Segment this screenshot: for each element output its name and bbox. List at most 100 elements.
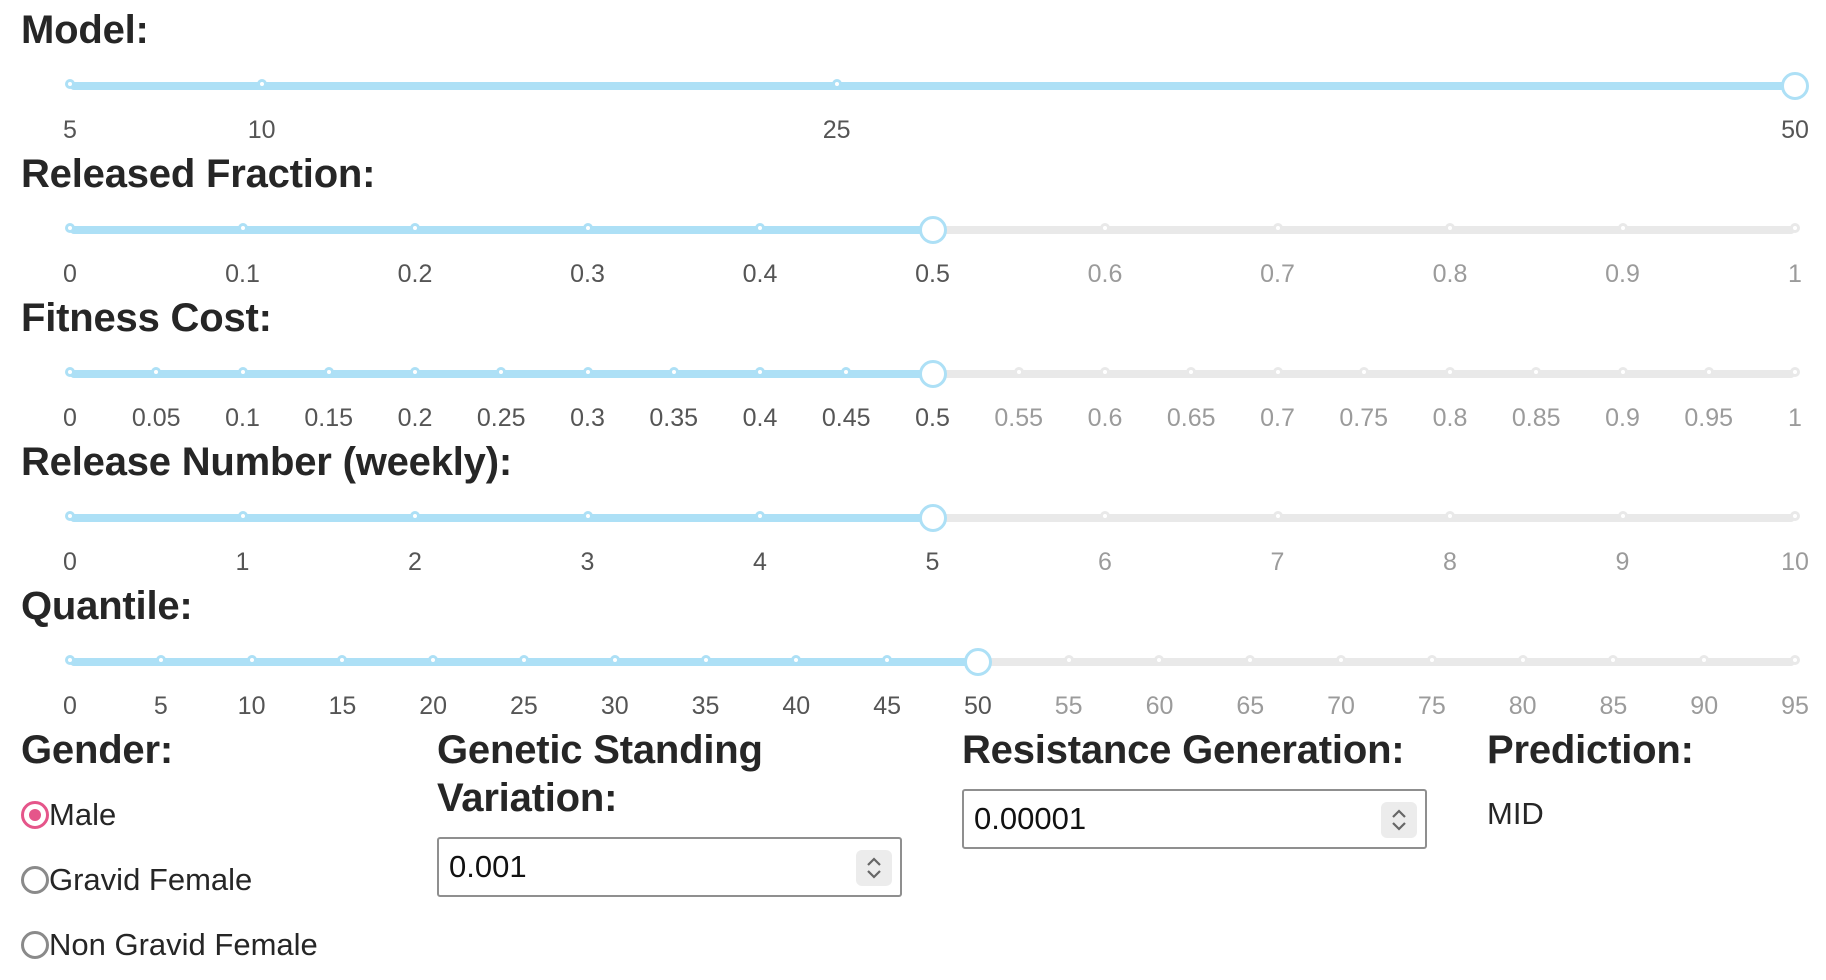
slider-tick-label[interactable]: 0.2 [397, 260, 433, 288]
slider-step-dot[interactable] [1358, 367, 1369, 377]
slider-tick-label[interactable]: 0 [63, 260, 77, 288]
slider-tick-label[interactable]: 0.8 [1432, 260, 1468, 288]
number-spinner-icon[interactable] [1381, 802, 1417, 838]
slider-tick-label[interactable]: 0.85 [1511, 404, 1561, 432]
slider-step-dot[interactable] [582, 511, 593, 521]
slider-tick-label[interactable]: 10 [237, 692, 266, 720]
slider-tick-label[interactable]: 40 [782, 692, 811, 720]
slider-step-dot[interactable] [496, 367, 507, 377]
slider-step-dot[interactable] [755, 511, 765, 521]
slider-tick-label[interactable]: 6 [1098, 548, 1112, 576]
slider-tick-label[interactable]: 0.7 [1260, 260, 1295, 288]
slider-step-dot[interactable] [1703, 367, 1714, 377]
slider-step-dot[interactable] [323, 367, 334, 377]
slider-tick-label[interactable]: 0.2 [397, 404, 433, 432]
slider-step-dot[interactable] [1063, 655, 1074, 665]
slider-tick-label[interactable]: 25 [510, 692, 538, 720]
slider-tick-label[interactable]: 0.8 [1432, 404, 1468, 432]
release-number-slider[interactable]: 0 1 2 3 4 5 6 7 8 9 10 [0, 504, 1826, 618]
slider-step-dot[interactable] [65, 655, 75, 665]
slider-tick-label[interactable]: 0 [63, 548, 77, 576]
slider-step-dot[interactable] [1608, 655, 1619, 665]
resistance-generation-input[interactable]: 0.00001 [962, 789, 1427, 849]
slider-tick-label[interactable]: 5 [925, 548, 940, 576]
slider-step-dot[interactable] [65, 367, 75, 377]
slider-step-dot[interactable] [1100, 223, 1110, 233]
slider-step-dot[interactable] [1272, 223, 1283, 233]
slider-step-dot[interactable] [151, 367, 162, 377]
slider-step-dot[interactable] [1790, 223, 1800, 233]
slider-tick-label[interactable]: 0.45 [821, 404, 871, 432]
slider-step-dot[interactable] [237, 511, 248, 521]
slider-step-dot[interactable] [1445, 367, 1455, 377]
slider-step-dot[interactable] [831, 79, 842, 89]
slider-step-dot[interactable] [410, 367, 420, 377]
slider-tick-label[interactable]: 0.4 [742, 260, 778, 288]
slider-step-dot[interactable] [1617, 367, 1628, 377]
slider-step-dot[interactable] [1013, 367, 1024, 377]
slider-step-dot[interactable] [1154, 655, 1165, 665]
slider-step-dot[interactable] [1790, 511, 1800, 521]
slider-step-dot[interactable] [1186, 367, 1197, 377]
slider-tick-label[interactable]: 0.35 [649, 404, 699, 432]
slider-step-dot[interactable] [609, 655, 620, 665]
slider-tick-label[interactable]: 30 [600, 692, 629, 720]
slider-tick-label[interactable]: 80 [1508, 692, 1537, 720]
slider-tick-label[interactable]: 1 [1788, 404, 1802, 432]
radio-unchecked-icon[interactable] [21, 866, 49, 894]
slider-step-dot[interactable] [1445, 223, 1455, 233]
slider-tick-label[interactable]: 1 [1788, 260, 1802, 288]
slider-step-dot[interactable] [237, 223, 248, 233]
slider-step-dot[interactable] [1272, 367, 1283, 377]
slider-tick-label[interactable]: 45 [873, 692, 901, 720]
slider-step-dot[interactable] [1445, 511, 1455, 521]
slider-tick-label[interactable]: 0.6 [1087, 260, 1123, 288]
slider-step-dot[interactable] [65, 511, 75, 521]
slider-step-dot[interactable] [337, 655, 348, 665]
slider-step-dot[interactable] [841, 367, 852, 377]
slider-step-dot[interactable] [256, 79, 267, 89]
slider-step-dot[interactable] [791, 655, 802, 665]
slider-tick-label[interactable]: 0.5 [915, 404, 950, 432]
slider-tick-label[interactable]: 35 [691, 692, 720, 720]
quantile-slider[interactable]: 0 5 10 15 20 25 30 35 40 45 50 55 60 65 70 75 80 85 90 95 [0, 648, 1826, 762]
slider-handle[interactable] [918, 216, 947, 244]
slider-tick-label[interactable]: 0 [63, 404, 77, 432]
slider-step-dot[interactable] [65, 79, 75, 89]
slider-tick-label[interactable]: 3 [580, 548, 595, 576]
slider-tick-label[interactable]: 0.7 [1260, 404, 1295, 432]
slider-tick-label[interactable]: 1 [235, 548, 250, 576]
slider-tick-label[interactable]: 50 [963, 692, 992, 720]
slider-handle[interactable] [918, 360, 947, 388]
slider-tick-label[interactable]: 0.4 [742, 404, 778, 432]
slider-tick-label[interactable]: 60 [1145, 692, 1174, 720]
slider-step-dot[interactable] [410, 223, 420, 233]
slider-step-dot[interactable] [1100, 367, 1110, 377]
slider-tick-label[interactable]: 0 [63, 692, 77, 720]
slider-tick-label[interactable]: 0.95 [1684, 404, 1734, 432]
slider-tick-label[interactable]: 85 [1599, 692, 1628, 720]
slider-tick-label[interactable]: 95 [1781, 692, 1809, 720]
slider-tick-label[interactable]: 50 [1781, 116, 1809, 144]
slider-step-dot[interactable] [1790, 655, 1800, 665]
slider-tick-label[interactable]: 0.05 [131, 404, 181, 432]
slider-step-dot[interactable] [237, 367, 248, 377]
slider-handle[interactable] [918, 504, 947, 532]
slider-step-dot[interactable] [755, 367, 765, 377]
slider-tick-label[interactable]: 0.3 [570, 404, 605, 432]
slider-step-dot[interactable] [1531, 367, 1542, 377]
slider-tick-label[interactable]: 4 [753, 548, 767, 576]
slider-tick-label[interactable]: 70 [1327, 692, 1355, 720]
radio-unchecked-icon[interactable] [21, 931, 49, 959]
slider-step-dot[interactable] [882, 655, 893, 665]
slider-tick-label[interactable]: 0.9 [1605, 404, 1640, 432]
slider-step-dot[interactable] [1426, 655, 1437, 665]
slider-tick-label[interactable]: 0.9 [1605, 260, 1640, 288]
slider-step-dot[interactable] [755, 223, 765, 233]
slider-tick-label[interactable]: 7 [1270, 548, 1285, 576]
radio-checked-icon[interactable] [21, 801, 49, 829]
slider-handle[interactable] [1781, 72, 1809, 100]
slider-step-dot[interactable] [1617, 223, 1628, 233]
slider-tick-label[interactable]: 2 [408, 548, 422, 576]
number-spinner-icon[interactable] [856, 850, 892, 886]
